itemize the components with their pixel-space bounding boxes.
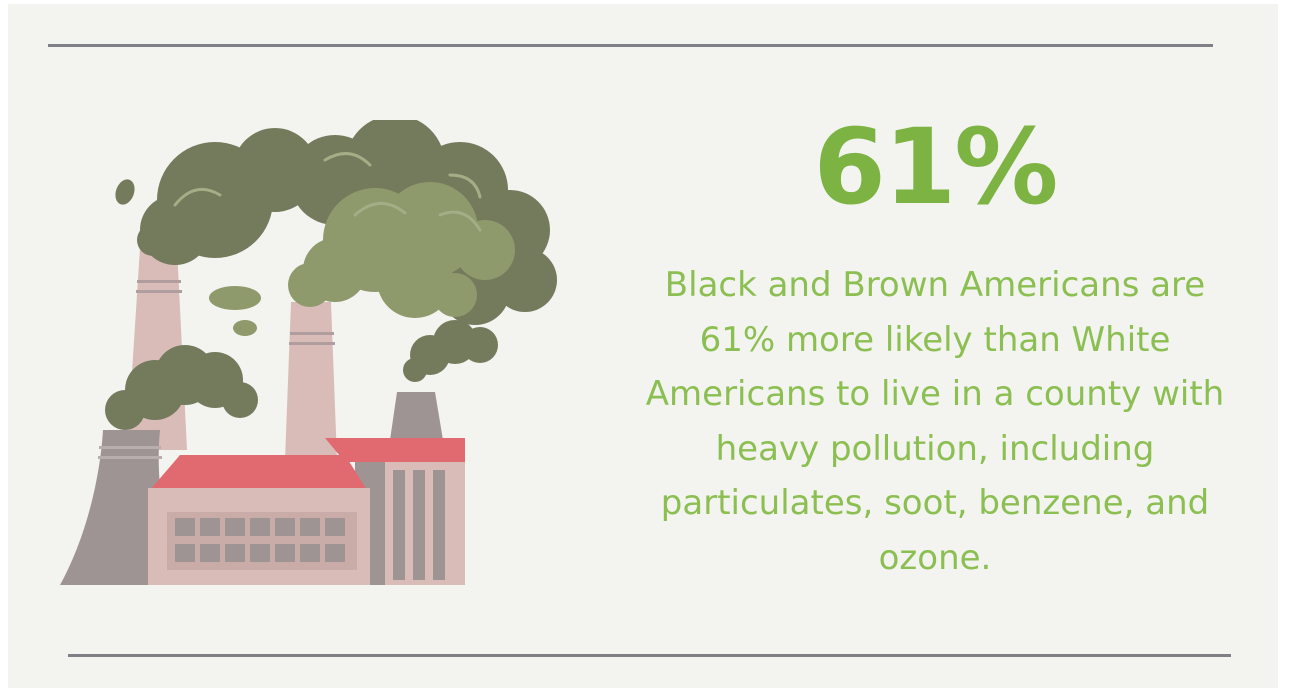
- statistic-percentage: 61%: [813, 106, 1059, 228]
- top-divider: [48, 44, 1213, 47]
- bottom-divider: [68, 654, 1231, 657]
- factory-smoke-icon: [60, 120, 557, 585]
- statistic-description: Black and Brown Americans are 61% more l…: [645, 265, 1225, 578]
